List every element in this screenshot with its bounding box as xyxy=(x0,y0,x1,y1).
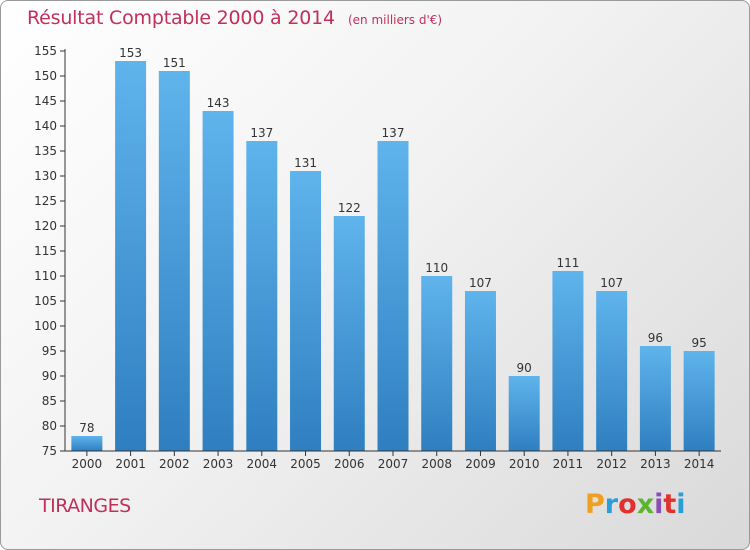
bar-2003 xyxy=(202,111,234,451)
x-axis: 2000 2001 2002 2003 2004 2005 2006 2007 2008 2009… xyxy=(65,450,721,471)
y-axis: 75 80 85 90 95 100 105 110 115 120 125 130 135 140 145… xyxy=(34,44,66,458)
y-tick-label: 100 xyxy=(34,319,57,333)
y-tick-label: 145 xyxy=(34,94,57,108)
value-label: 90 xyxy=(517,361,532,375)
y-tick-label: 80 xyxy=(42,419,57,433)
bar-2010 xyxy=(508,376,540,451)
x-tick-label: 2000 xyxy=(72,457,103,471)
bar-2011 xyxy=(552,271,584,451)
value-label: 137 xyxy=(382,126,405,140)
x-tick-label: 2008 xyxy=(421,457,452,471)
x-tick-label: 2004 xyxy=(247,457,278,471)
value-label: 96 xyxy=(648,331,663,345)
bar-2002 xyxy=(158,71,190,451)
bars: 78 153 151 143 137 131 122 137 110 107 90 111 107 96 9… xyxy=(71,46,715,451)
value-label: 137 xyxy=(250,126,273,140)
value-label: 107 xyxy=(600,276,623,290)
y-tick-label: 140 xyxy=(34,119,57,133)
bar-2012 xyxy=(596,291,628,451)
value-label: 107 xyxy=(469,276,492,290)
x-tick-label: 2001 xyxy=(115,457,146,471)
y-tick-label: 110 xyxy=(34,269,57,283)
y-tick-label: 155 xyxy=(34,44,57,58)
y-tick-label: 105 xyxy=(34,294,57,308)
y-tick-label: 115 xyxy=(34,244,57,258)
y-tick-label: 135 xyxy=(34,144,57,158)
chart-title: Résultat Comptable 2000 à 2014 xyxy=(27,7,335,29)
value-label: 95 xyxy=(691,336,706,350)
proxiti-logo[interactable]: Proxiti xyxy=(585,489,686,520)
logo-letter: r xyxy=(604,489,619,520)
x-tick-label: 2005 xyxy=(290,457,321,471)
y-tick-label: 95 xyxy=(42,344,57,358)
y-tick-label: 120 xyxy=(34,219,57,233)
logo-letter: x xyxy=(636,489,655,520)
y-tick-label: 90 xyxy=(42,369,57,383)
x-tick-label: 2007 xyxy=(378,457,409,471)
bar-2007 xyxy=(377,141,409,451)
y-tick-label: 125 xyxy=(34,194,57,208)
x-tick-label: 2011 xyxy=(553,457,584,471)
value-label: 78 xyxy=(79,421,94,435)
x-tick-label: 2013 xyxy=(640,457,671,471)
value-label: 153 xyxy=(119,46,142,60)
x-tick-label: 2002 xyxy=(159,457,190,471)
logo-letter: t xyxy=(663,489,677,520)
logo-letter: P xyxy=(585,489,605,520)
bar-2006 xyxy=(333,216,365,451)
x-tick-label: 2006 xyxy=(334,457,365,471)
commune-name: TIRANGES xyxy=(39,495,131,517)
logo-letter: i xyxy=(654,489,664,520)
bar-2000 xyxy=(71,436,103,451)
chart-header: Résultat Comptable 2000 à 2014 (en milli… xyxy=(27,7,442,29)
x-tick-label: 2010 xyxy=(509,457,540,471)
logo-letter: o xyxy=(618,489,637,520)
logo-letter: i xyxy=(676,489,686,520)
bar-2001 xyxy=(115,61,147,451)
bar-2008 xyxy=(421,276,453,451)
x-tick-label: 2012 xyxy=(596,457,627,471)
value-label: 110 xyxy=(425,261,448,275)
value-label: 131 xyxy=(294,156,317,170)
value-label: 143 xyxy=(207,96,230,110)
bar-2013 xyxy=(639,346,671,451)
chart-unit: (en milliers d'€) xyxy=(347,13,443,27)
bar-2009 xyxy=(464,291,496,451)
x-tick-label: 2014 xyxy=(684,457,715,471)
bar-2014 xyxy=(683,351,715,451)
y-tick-label: 150 xyxy=(34,69,57,83)
value-label: 151 xyxy=(163,56,186,70)
y-tick-label: 75 xyxy=(42,444,57,458)
x-tick-label: 2003 xyxy=(203,457,234,471)
value-label: 122 xyxy=(338,201,361,215)
bar-2004 xyxy=(246,141,278,451)
x-tick-label: 2009 xyxy=(465,457,496,471)
y-tick-label: 85 xyxy=(42,394,57,408)
y-tick-label: 130 xyxy=(34,169,57,183)
bar-2005 xyxy=(290,171,322,451)
value-label: 111 xyxy=(556,256,579,270)
